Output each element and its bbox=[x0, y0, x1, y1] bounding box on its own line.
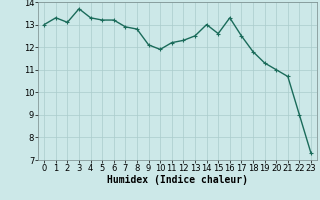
X-axis label: Humidex (Indice chaleur): Humidex (Indice chaleur) bbox=[107, 175, 248, 185]
